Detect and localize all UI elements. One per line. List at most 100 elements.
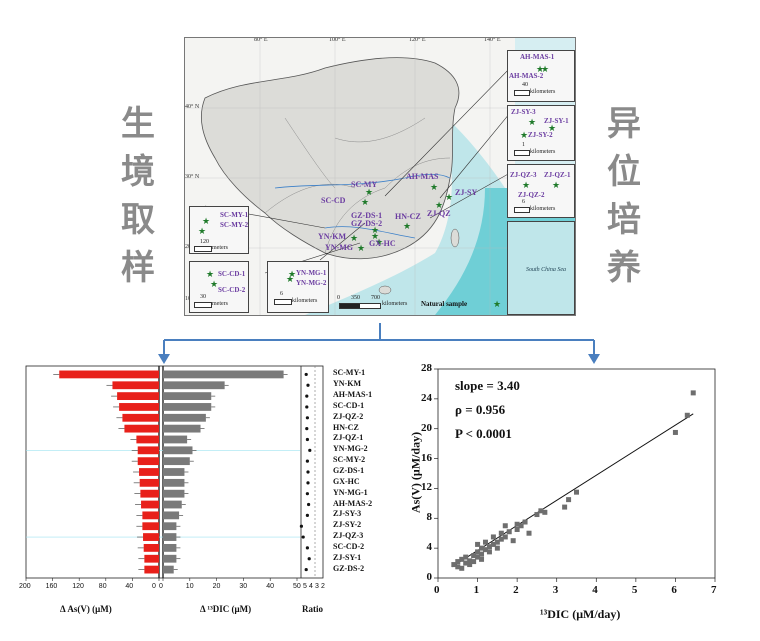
lon-tick: 120° E [409, 37, 426, 43]
y-tick-label: 24 [421, 391, 432, 404]
site-star-icon: ★ [286, 274, 295, 284]
inset-site-label: ZJ-SY-2 [528, 131, 553, 139]
ratio-point [308, 448, 312, 452]
category-label: ZJ-SY-3 [333, 509, 362, 519]
legend-label: Natural sample [421, 300, 468, 308]
site-label: AH-MAS [406, 172, 439, 181]
site-star-icon: ★ [520, 130, 529, 140]
data-point [467, 558, 473, 564]
inset-site-label: SC-CD-2 [218, 286, 246, 294]
scale-bar [274, 299, 292, 305]
inset-site-label: ZJ-SY-3 [511, 108, 536, 116]
ratio-point [305, 416, 309, 420]
dic-bar [163, 424, 201, 433]
as-bar [140, 489, 159, 498]
site-star-icon: ★ [361, 197, 370, 207]
category-label: YN-KM [333, 379, 361, 389]
x-tick-label: 3 [552, 584, 559, 596]
dic-bar [163, 403, 212, 411]
data-point [490, 541, 496, 547]
category-label: ZJ-QZ-3 [333, 531, 364, 541]
scale-max: 700 [371, 295, 380, 301]
dic-bar [163, 489, 185, 498]
y-tick-label: 8 [426, 511, 433, 524]
ratio-point [305, 427, 309, 431]
inset-yn-mg: ★ ★ YN-MG-1 YN-MG-2 6 kilometers [267, 261, 329, 313]
category-label: ZJ-QZ-2 [333, 411, 364, 421]
dic-bar [163, 500, 182, 509]
site-label: YN-KM [318, 232, 346, 241]
char: 生 [121, 104, 155, 144]
inset-site-label: SC-MY-2 [220, 221, 249, 229]
char: 异 [607, 104, 641, 144]
data-point [471, 559, 477, 565]
inset-unit: kilometers [530, 149, 556, 155]
inset-unit: kilometers [530, 206, 556, 212]
site-label: GZ-DS-2 [351, 219, 383, 228]
site-star-icon: ★ [435, 200, 444, 210]
dic-bar [163, 533, 177, 541]
ratio-point [299, 524, 303, 528]
data-point [467, 562, 473, 568]
as-tick-label: 0 [152, 583, 156, 590]
dic-bar [163, 468, 185, 476]
x-tick-label: 6 [671, 584, 677, 596]
dic-tick-label: 50 [293, 583, 301, 590]
site-star-icon: ★ [365, 187, 374, 197]
inset-site-label: ZJ-QZ-2 [518, 191, 545, 199]
site-label: SC-MY [351, 180, 378, 189]
category-label: ZJ-SY-1 [333, 552, 362, 562]
as-axis-title: Δ As(V) (μM) [60, 604, 112, 614]
char: 培 [607, 200, 641, 240]
site-star-icon: ★ [206, 269, 215, 279]
data-point [538, 508, 544, 514]
char: 位 [607, 152, 641, 192]
x-tick-label: 4 [592, 584, 598, 596]
south-china-sea-label: South China Sea [526, 267, 566, 273]
ratio-point [305, 459, 309, 463]
data-point [451, 562, 457, 568]
ratio-point [307, 502, 311, 507]
scale-bar [339, 303, 381, 309]
ratio-point [306, 383, 310, 387]
ratio-point [305, 492, 309, 496]
ratio-point [306, 470, 310, 474]
x-tick-label: 1 [473, 584, 480, 596]
site-label: GX-HC [369, 239, 396, 248]
fit-line [451, 413, 694, 568]
data-point [526, 530, 532, 536]
bar-chart-frame [25, 365, 324, 579]
dic-axis-title: Δ ¹³DIC (μM) [200, 604, 252, 614]
as-bar [139, 468, 159, 476]
data-point [562, 504, 568, 510]
dic-tick-label: 30 [239, 583, 248, 590]
as-bar [117, 392, 159, 401]
ratio-tick-label: 5 [303, 583, 307, 590]
data-point [482, 547, 488, 553]
x-tick-label: 2 [513, 584, 519, 596]
category-label: GZ-DS-2 [333, 563, 365, 573]
site-star-icon: ★ [552, 180, 561, 190]
as-bar [142, 511, 159, 520]
inset-scale: 1 [522, 142, 525, 148]
ratio-point [306, 481, 310, 485]
inset-sc-cd: SC-CD-1 ★ ★ SC-CD-2 30 meters [189, 261, 249, 313]
inset-scale: 120 [200, 239, 209, 245]
data-point [475, 541, 481, 547]
x-tick-label: 5 [631, 584, 638, 596]
dic-bar [163, 381, 225, 390]
ratio-point [304, 567, 308, 572]
ratio-point [305, 546, 309, 550]
inset-site-label: YN-MG-2 [296, 279, 327, 287]
data-point [486, 549, 492, 555]
inset-site-label: YN-MG-1 [296, 269, 327, 277]
data-point [482, 539, 488, 545]
lon-tick: 80° E [254, 37, 268, 43]
y-tick-label: 16 [421, 451, 432, 464]
data-point [459, 565, 465, 571]
dic-bar [163, 543, 177, 552]
site-star-icon: ★ [403, 221, 412, 231]
y-tick-label: 4 [426, 541, 433, 554]
as-bar [143, 533, 159, 541]
